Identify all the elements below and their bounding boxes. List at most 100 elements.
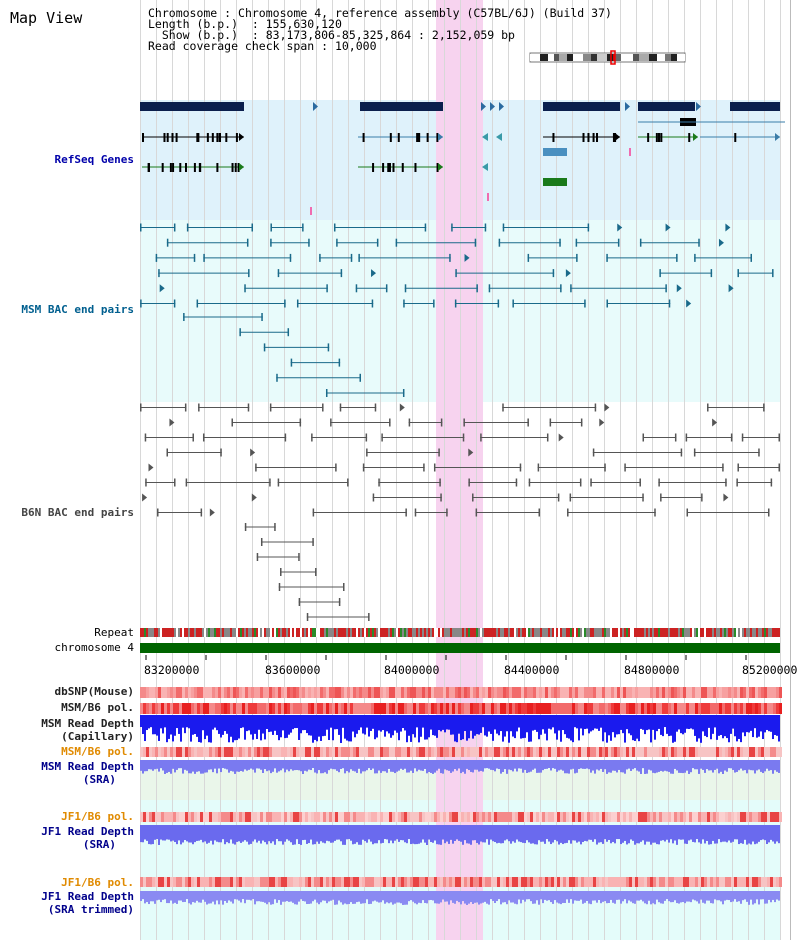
bac-end [319,253,321,262]
heat-cell [194,687,197,698]
repeat-band [242,628,244,637]
repeat-band [218,628,220,637]
track-label-msm-depth-sra[interactable]: MSM Read Depth (SRA) [0,760,134,786]
repeat-band [378,628,380,637]
repeat-band [186,628,188,637]
track-label-repeat[interactable]: Repeat [94,626,134,639]
gene-exon [647,133,650,142]
depth-bar [378,715,380,731]
depth-bar [292,715,294,730]
heat-cell [668,877,671,887]
heat-cell [614,877,617,887]
repeat-band [476,628,478,637]
heat-cell [545,877,548,887]
repeat-band [266,628,268,637]
depth-bar [776,825,778,842]
depth-bar [336,760,338,771]
depth-bar [564,825,566,844]
depth-bar [662,715,664,737]
repeat-band [368,628,370,637]
heat-cell [641,687,644,698]
heat-cell [200,687,203,698]
depth-bar [298,825,300,844]
bac-end [476,284,478,293]
heat-cell [683,703,686,714]
depth-bar [590,760,592,773]
heat-cell [557,877,560,887]
depth-bar [474,760,476,770]
track-label-msm-b6-pol-2[interactable]: MSM/B6 pol. [61,745,134,758]
depth-bar [454,825,456,841]
heat-cell [164,747,167,757]
track-label-msm-b6-pol[interactable]: MSM/B6 pol. [61,701,134,714]
depth-bar [400,825,402,841]
depth-bar [354,891,356,904]
heat-cell [728,877,731,887]
bac-end [330,418,332,427]
depth-bar [340,715,342,743]
track-label-msm-bac[interactable]: MSM BAC end pairs [21,303,134,316]
track-label-b6n-bac[interactable]: B6N BAC end pairs [21,506,134,519]
gene-exon [416,133,419,142]
track-label-jf1-depth-sra[interactable]: JF1 Read Depth (SRA) [0,825,134,851]
depth-bar [312,715,314,743]
repeat-band [660,628,662,637]
repeat-band [608,628,610,637]
depth-bar [584,825,586,841]
depth-bar [152,760,154,771]
heat-cell [680,747,683,757]
depth-bar [506,715,508,732]
heat-cell [749,703,752,714]
depth-bar [422,715,424,728]
depth-bar [694,715,696,736]
heat-cell [374,747,377,757]
track-label-refseq[interactable]: RefSeq Genes [54,153,134,166]
depth-bar [442,825,444,840]
depth-bar [634,715,636,741]
depth-bar [692,891,694,900]
heat-cell [182,812,185,822]
heat-cell [605,747,608,757]
repeat-band [736,628,738,637]
track-label-jf1-depth-trimmed[interactable]: JF1 Read Depth (SRA trimmed) [0,890,134,916]
depth-bar [726,825,728,843]
heat-cell [407,812,410,822]
depth-bar [588,891,590,904]
bac-end [372,493,375,502]
depth-bar [252,760,254,770]
depth-bar [264,825,266,843]
heat-cell [764,703,767,714]
repeat-band [220,628,222,637]
bac-end [538,508,541,517]
depth-bar [354,825,356,844]
heat-cell [560,812,563,822]
track-label-jf1-pol-2[interactable]: JF1/B6 pol. [61,876,134,889]
heat-cell [482,703,485,714]
ideogram-band [613,54,615,61]
track-label-dbsnp[interactable]: dbSNP(Mouse) [54,685,134,698]
depth-bar [408,715,410,736]
depth-bar [278,825,280,842]
heat-cell [515,877,518,887]
heat-cell [674,747,677,757]
track-label-jf1-pol[interactable]: JF1/B6 pol. [61,810,134,823]
depth-bar [598,715,600,731]
repeat-band [764,628,766,637]
depth-bar [550,760,552,771]
heat-cell [263,812,266,822]
depth-bar [500,891,502,905]
depth-bar [590,825,592,840]
depth-bar [188,891,190,904]
heat-cell [476,877,479,887]
repeat-band [446,628,448,637]
depth-bar [368,891,370,905]
heat-cell [596,877,599,887]
repeat-band [510,628,512,637]
repeat-band [232,628,234,637]
repeat-band [770,628,772,637]
depth-bar [674,715,676,742]
repeat-band [638,628,640,637]
repeat-band [650,628,652,637]
track-label-msm-depth-capillary[interactable]: MSM Read Depth (Capillary) [0,717,134,743]
track-label-chromosome[interactable]: chromosome 4 [54,641,134,654]
